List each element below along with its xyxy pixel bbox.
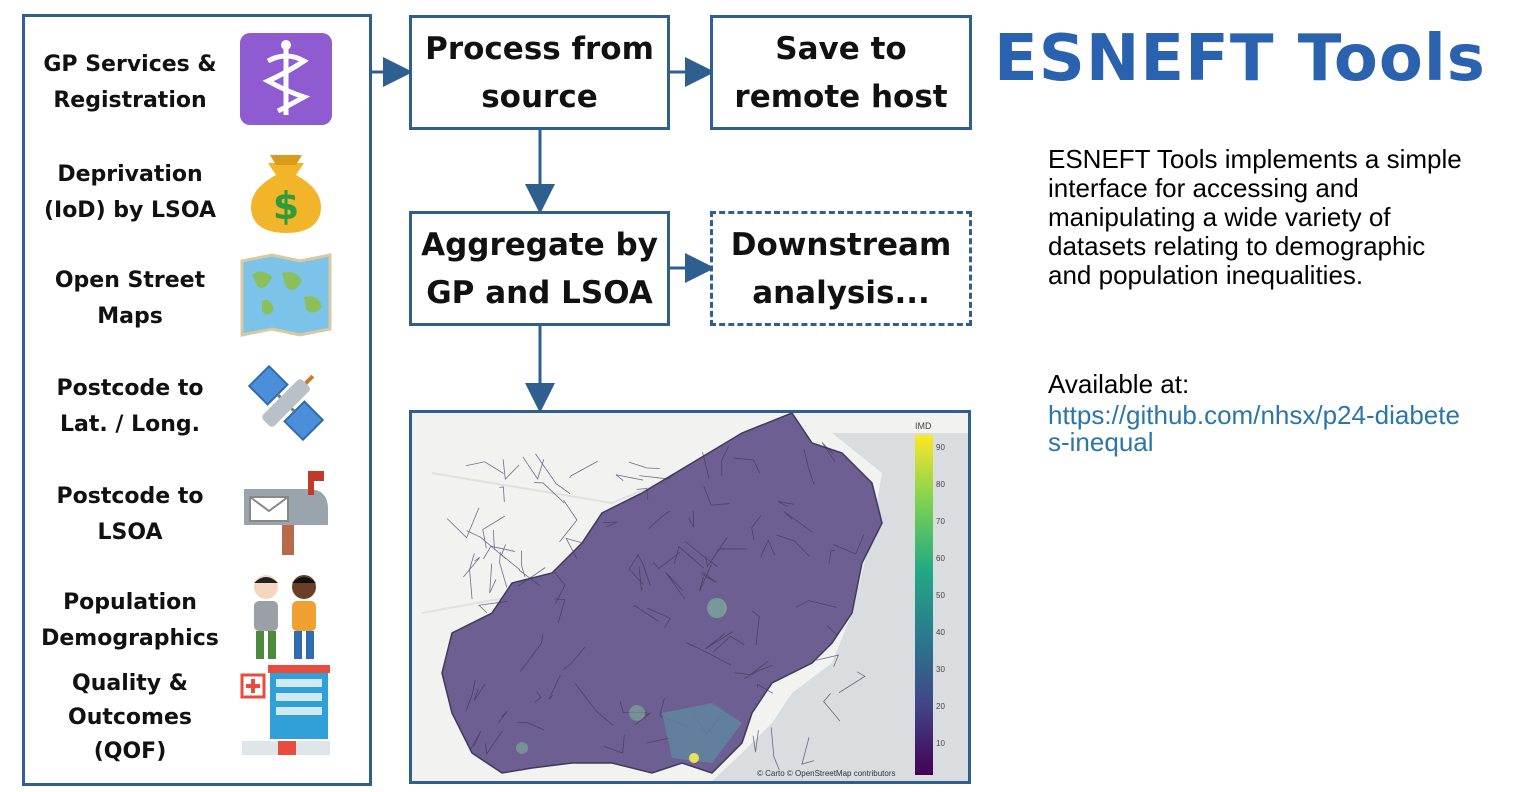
source-label: Population Demographics — [41, 590, 219, 651]
data-sources-panel: GP Services & Registration Deprivation (Io… — [22, 14, 372, 786]
downstream-line-1: Downstream — [730, 226, 952, 263]
source-label: Postcode to Lat. / Long. — [56, 376, 204, 437]
github-link[interactable]: https://github.com/nhsx/p24-diabetes-ine… — [1048, 400, 1460, 457]
colorbar-tick: 90 — [936, 443, 945, 452]
page-title: ESNEFT Tools — [994, 22, 1486, 96]
colorbar-tick: 70 — [936, 517, 945, 526]
colorbar-tick: 60 — [936, 554, 945, 563]
map-attribution: © Carto © OpenStreetMap contributors — [757, 769, 896, 778]
money-bag-icon: $ — [238, 141, 334, 242]
source-label: Quality & Outcomes (QOF) — [68, 671, 192, 764]
sources-list: GP Services & Registration Deprivation (Io… — [25, 17, 369, 783]
colorbar-tick: 20 — [936, 702, 945, 711]
aggregate-line-2: GP and LSOA — [426, 274, 653, 311]
save-to-remote-host-box: Save to remote host — [710, 15, 972, 130]
colorbar-tick: 50 — [936, 591, 945, 600]
sea-area — [712, 433, 968, 781]
source-item: Postcode to LSOA — [25, 471, 369, 577]
source-label: Open Street Maps — [54, 268, 206, 329]
hospital-icon — [238, 661, 334, 762]
save-line-1: Save to — [775, 30, 907, 67]
colorbar-tick: 10 — [936, 739, 945, 748]
svg-text:$: $ — [273, 184, 299, 228]
source-item: Postcode to Lat. / Long. — [25, 364, 369, 469]
satellite-icon — [238, 355, 334, 456]
source-item: Population Demographics — [25, 575, 369, 683]
map-canvas — [412, 413, 968, 781]
mailbox-icon — [238, 463, 334, 564]
medical-caduceus-icon — [238, 31, 334, 132]
colorbar-tick: 80 — [936, 480, 945, 489]
process-line-2: source — [481, 78, 598, 115]
save-line-2: remote host — [734, 78, 948, 115]
downstream-line-2: analysis... — [752, 274, 930, 311]
source-item: Deprivation (IoD) by LSOA $ — [25, 155, 369, 255]
colorbar-tick: 30 — [936, 665, 945, 674]
region-shape — [441, 413, 883, 774]
colorbar-ticks: 90 80 70 60 50 40 30 20 10 — [936, 435, 966, 775]
imd-choropleth-map: IMD 90 80 70 60 50 40 30 20 10 © Carto © OpenStr… — [409, 410, 971, 784]
available-label: Available at: — [1048, 369, 1190, 399]
aggregate-line-1: Aggregate by — [421, 226, 658, 263]
process-line-1: Process from — [425, 30, 654, 67]
source-item: Quality & Outcomes (QOF) — [25, 665, 369, 775]
source-label: Postcode to LSOA — [56, 484, 204, 545]
world-map-icon — [238, 247, 334, 348]
colorbar-tick: 40 — [936, 628, 945, 637]
colorbar — [915, 435, 933, 775]
source-label: Deprivation (IoD) by LSOA — [43, 162, 217, 223]
downstream-analysis-box: Downstream analysis... — [710, 211, 972, 326]
colorbar-title: IMD — [915, 421, 932, 431]
description-text: ESNEFT Tools implements a simple interfa… — [1048, 144, 1462, 290]
source-label: GP Services & Registration — [43, 52, 217, 113]
aggregate-box: Aggregate by GP and LSOA — [409, 211, 670, 326]
process-from-source-box: Process from source — [409, 15, 670, 130]
source-item: GP Services & Registration — [25, 33, 369, 145]
source-item: Open Street Maps — [25, 253, 369, 361]
people-icon — [238, 569, 334, 670]
